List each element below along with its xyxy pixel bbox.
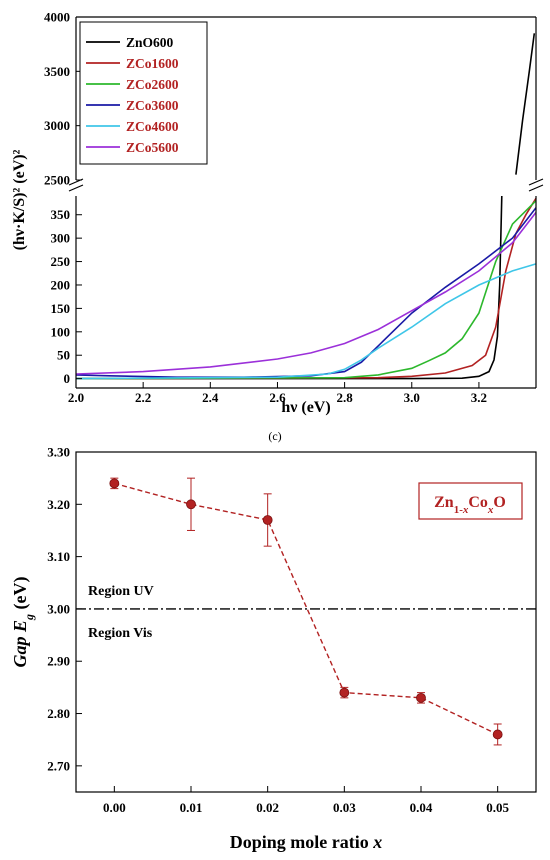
- y-tick-label: 300: [51, 231, 71, 246]
- data-point: [339, 687, 350, 698]
- y-tick-label: 2.70: [47, 758, 70, 773]
- y-tick-label: 2500: [44, 173, 70, 188]
- x-tick-label: 2.6: [269, 390, 286, 405]
- data-point: [262, 515, 273, 525]
- x-tick-label: 3.0: [404, 390, 420, 405]
- x-tick-label: 2.2: [135, 390, 151, 405]
- x-tick-label: 0.05: [486, 800, 509, 815]
- series-line-ZnO600-upper: [515, 33, 536, 175]
- x-tick-label: 2.4: [202, 390, 219, 405]
- x-tick-label: 0.02: [256, 800, 279, 815]
- y-tick-label: 3.00: [47, 601, 70, 616]
- bottom-chart-y-label: Gap Eg (eV): [10, 577, 36, 668]
- series-line-ZnO600: [76, 195, 503, 380]
- bottom-chart-y-ticks: 2.70 2.80 2.90 3.00 3.10 3.20 3.30: [47, 445, 82, 773]
- y-tick-label: 50: [57, 348, 70, 363]
- y-tick-label: 4000: [44, 10, 70, 25]
- y-tick-label: 200: [51, 277, 71, 292]
- y-tick-label: 3000: [44, 118, 70, 133]
- y-tick-label: 3.10: [47, 549, 70, 564]
- x-tick-label: 0.01: [180, 800, 203, 815]
- legend-label-ZCo3600: ZCo3600: [126, 98, 179, 113]
- top-chart-legend: ZnO600 ZCo1600 ZCo2600 ZCo3600 ZCo4600 ZCo560…: [79, 21, 208, 165]
- bottom-chart-data: [109, 477, 503, 746]
- gap-trend-line: [114, 482, 499, 736]
- y-tick-label: 2.90: [47, 654, 70, 669]
- y-tick-label: 250: [51, 254, 71, 269]
- top-chart-x-label: hν (eV): [281, 399, 330, 416]
- bottom-chart-x-label: Doping mole ratio x: [230, 832, 383, 852]
- top-chart-y-label: (hν·K/S)² (eV)²: [11, 149, 28, 250]
- composition-box: Zn1-xCoxO: [418, 482, 523, 520]
- y-tick-label: 3500: [44, 64, 70, 79]
- data-point: [186, 499, 196, 510]
- y-tick-label: 3.30: [47, 445, 70, 460]
- data-point: [492, 729, 503, 740]
- series-line-ZCo5600: [75, 211, 537, 375]
- y-tick-label: 0: [64, 371, 71, 386]
- top-chart-y-ticks: 0 50 100 150 200 250 300 350 2500 3000 3500 4000: [44, 10, 82, 386]
- y-tick-label: 350: [51, 207, 71, 222]
- top-chart-x-ticks: 2.0 2.2 2.4 2.6 2.8 3.0 3.2: [68, 382, 487, 405]
- legend-label-ZCo2600: ZCo2600: [126, 77, 179, 92]
- series-line-ZCo2600: [75, 200, 537, 380]
- legend-label-ZCo4600: ZCo4600: [126, 119, 179, 134]
- data-point: [416, 692, 426, 703]
- top-chart: 2.0 2.2 2.4 2.6 2.8 3.0 3.2 0 50 100 150 200 250 300…: [11, 10, 544, 443]
- region-vis-label: Region Vis: [88, 626, 153, 641]
- x-tick-label: 0.00: [103, 800, 126, 815]
- legend-label-ZCo1600: ZCo1600: [126, 56, 179, 71]
- y-tick-label: 2.80: [47, 706, 70, 721]
- legend-label-ZCo5600: ZCo5600: [126, 140, 179, 155]
- region-uv-label: Region UV: [88, 584, 154, 599]
- data-point: [109, 478, 120, 489]
- panel-label: (c): [268, 429, 281, 443]
- x-tick-label: 2.0: [68, 390, 84, 405]
- top-chart-series: [75, 33, 537, 380]
- y-tick-label: 3.20: [47, 497, 70, 512]
- composition-label: Zn1-xCoxO: [434, 494, 506, 516]
- bottom-chart: 0.00 0.01 0.02 0.03 0.04 0.05 2.70 2.80 2.90 3.0…: [10, 445, 537, 852]
- x-tick-label: 3.2: [471, 390, 487, 405]
- series-line-ZCo1600: [75, 197, 537, 380]
- legend-label-ZnO600: ZnO600: [126, 35, 174, 50]
- x-tick-label: 0.04: [410, 800, 433, 815]
- x-tick-label: 0.03: [333, 800, 356, 815]
- y-tick-label: 100: [51, 324, 71, 339]
- bottom-chart-x-ticks: 0.00 0.01 0.02 0.03 0.04 0.05: [103, 786, 510, 815]
- bottom-chart-frame: [75, 451, 537, 793]
- x-tick-label: 2.8: [336, 390, 353, 405]
- y-tick-label: 150: [51, 301, 71, 316]
- series-line-ZCo4600: [75, 263, 537, 380]
